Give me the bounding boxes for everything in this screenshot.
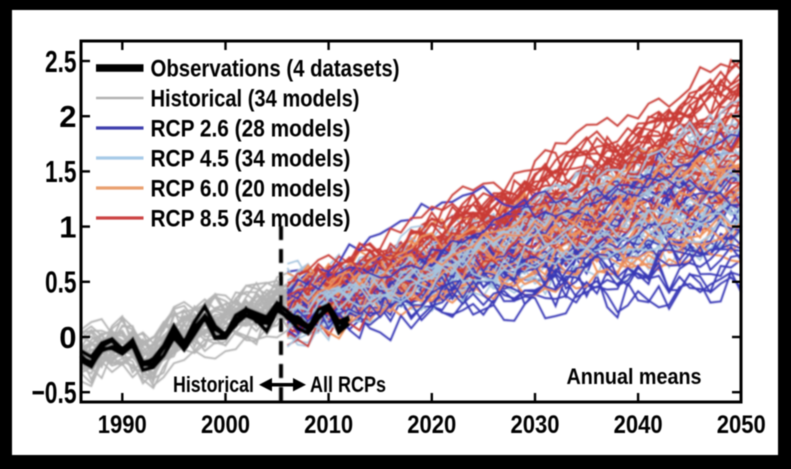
svg-text:Observations (4 datasets): Observations (4 datasets): [151, 56, 400, 83]
svg-text:All RCPs: All RCPs: [310, 372, 386, 397]
svg-text:Historical: Historical: [173, 372, 254, 397]
svg-text:Historical (34 models): Historical (34 models): [151, 86, 360, 113]
svg-text:RCP 4.5 (34 models): RCP 4.5 (34 models): [151, 146, 351, 173]
svg-text:0.5: 0.5: [45, 265, 77, 300]
svg-text:2.5: 2.5: [45, 44, 77, 79]
svg-text:1: 1: [59, 209, 76, 244]
svg-text:2050: 2050: [717, 411, 766, 439]
svg-text:1.5: 1.5: [45, 154, 77, 189]
svg-text:2020: 2020: [407, 411, 456, 439]
svg-text:2010: 2010: [304, 411, 353, 439]
svg-text:−0.5: −0.5: [32, 375, 77, 410]
svg-text:RCP 8.5 (34 models): RCP 8.5 (34 models): [151, 206, 351, 233]
svg-text:2030: 2030: [511, 411, 560, 439]
svg-text:RCP 2.6 (28 models): RCP 2.6 (28 models): [151, 116, 351, 143]
svg-text:1990: 1990: [98, 411, 147, 439]
svg-text:2000: 2000: [201, 411, 250, 439]
svg-text:0: 0: [59, 320, 76, 355]
svg-text:2040: 2040: [614, 411, 663, 439]
svg-text:Annual means: Annual means: [567, 364, 702, 389]
svg-text:2: 2: [59, 99, 76, 134]
svg-text:RCP 6.0 (20 models): RCP 6.0 (20 models): [151, 176, 351, 203]
